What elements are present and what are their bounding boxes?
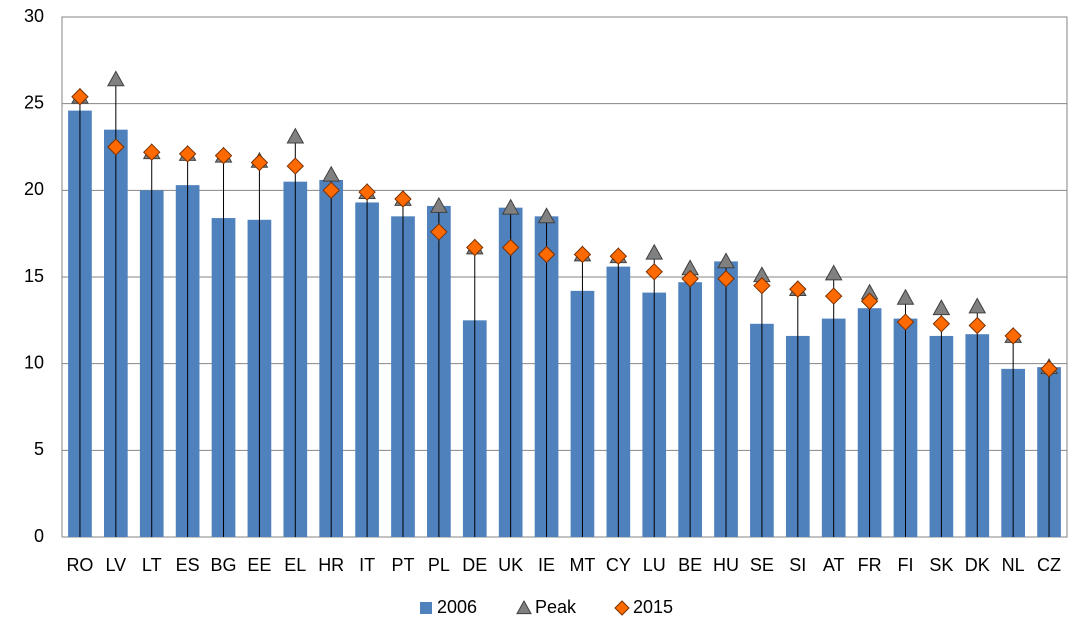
x-tick-label: PT <box>391 555 414 575</box>
peak-marker <box>501 198 520 215</box>
x-tick-label: CY <box>606 555 631 575</box>
value-2015-marker <box>896 313 915 331</box>
peak-marker <box>968 297 987 314</box>
x-tick-label: HR <box>318 555 344 575</box>
value-2015-marker <box>537 245 556 264</box>
x-tick-label: LV <box>105 555 126 575</box>
y-tick-label: 10 <box>24 352 44 372</box>
value-2015-marker <box>968 316 986 335</box>
value-2015-marker <box>789 280 807 298</box>
x-tick-label: BE <box>678 555 702 575</box>
y-tick-label: 20 <box>24 179 44 199</box>
value-2015-marker <box>717 270 735 288</box>
x-tick-label: SK <box>929 555 953 575</box>
x-tick-label: EL <box>284 555 306 575</box>
x-tick-label: IE <box>538 555 555 575</box>
x-tick-label: FR <box>858 555 882 575</box>
x-tick-label: SE <box>750 555 774 575</box>
value-2015-marker <box>860 292 879 310</box>
x-tick-label: FI <box>897 555 913 575</box>
x-tick-label: AT <box>823 555 845 575</box>
x-tick-label: MT <box>569 555 595 575</box>
peak-marker <box>896 288 915 305</box>
peak-marker <box>286 127 305 144</box>
peak-marker <box>717 252 735 269</box>
legend-swatch <box>420 602 432 614</box>
value-2015-marker <box>286 157 305 175</box>
x-tick-label: EE <box>247 555 271 575</box>
y-tick-label: 5 <box>34 439 44 459</box>
value-2015-marker <box>322 181 340 200</box>
value-2015-marker <box>932 315 951 333</box>
value-2015-marker <box>501 238 520 257</box>
x-tick-label: ES <box>176 555 200 575</box>
x-tick-label: PL <box>428 555 450 575</box>
x-tick-label: DK <box>965 555 990 575</box>
value-2015-marker <box>107 138 125 156</box>
value-2015-marker <box>430 223 448 241</box>
x-tick-label: RO <box>66 555 93 575</box>
x-tick-label: NL <box>1002 555 1025 575</box>
value-2015-marker <box>71 88 89 106</box>
value-2015-marker <box>214 146 233 165</box>
peak-marker <box>430 196 448 213</box>
plot-frame <box>61 16 1068 538</box>
peak-marker <box>824 264 843 281</box>
value-2015-marker <box>1004 327 1022 345</box>
y-tick-label: 30 <box>24 6 44 26</box>
y-tick-label: 0 <box>34 526 44 546</box>
value-2015-marker <box>573 245 592 264</box>
x-tick-label: SI <box>789 555 806 575</box>
y-tick-label: 15 <box>24 266 44 286</box>
x-tick-label: BG <box>211 555 237 575</box>
value-2015-marker <box>681 270 699 288</box>
legend-swatch <box>516 599 532 615</box>
peak-marker <box>322 165 341 182</box>
legend-label: 2006 <box>437 597 477 617</box>
value-2015-marker <box>753 276 771 295</box>
value-2015-marker <box>143 143 161 161</box>
peak-marker <box>932 299 951 316</box>
value-2015-marker <box>466 238 484 257</box>
value-2015-marker <box>250 153 269 172</box>
value-2015-marker <box>394 190 412 208</box>
legend-label: Peak <box>535 597 577 617</box>
peak-marker <box>645 243 664 260</box>
peak-marker <box>106 70 125 87</box>
peak-marker <box>537 207 556 224</box>
value-2015-marker <box>358 183 376 201</box>
x-tick-label: LU <box>643 555 666 575</box>
value-2015-marker <box>178 145 197 163</box>
legend-swatch <box>614 600 630 616</box>
legend-label: 2015 <box>633 597 673 617</box>
y-tick-label: 25 <box>24 92 44 112</box>
x-tick-label: HU <box>713 555 739 575</box>
x-tick-label: CZ <box>1037 555 1061 575</box>
x-tick-label: UK <box>498 555 523 575</box>
value-2015-marker <box>645 263 663 281</box>
value-2015-marker <box>824 287 843 305</box>
value-2015-marker <box>609 247 628 265</box>
x-tick-label: IT <box>359 555 375 575</box>
x-tick-label: LT <box>142 555 162 575</box>
x-tick-label: DE <box>462 555 487 575</box>
value-2015-marker <box>1040 360 1058 378</box>
